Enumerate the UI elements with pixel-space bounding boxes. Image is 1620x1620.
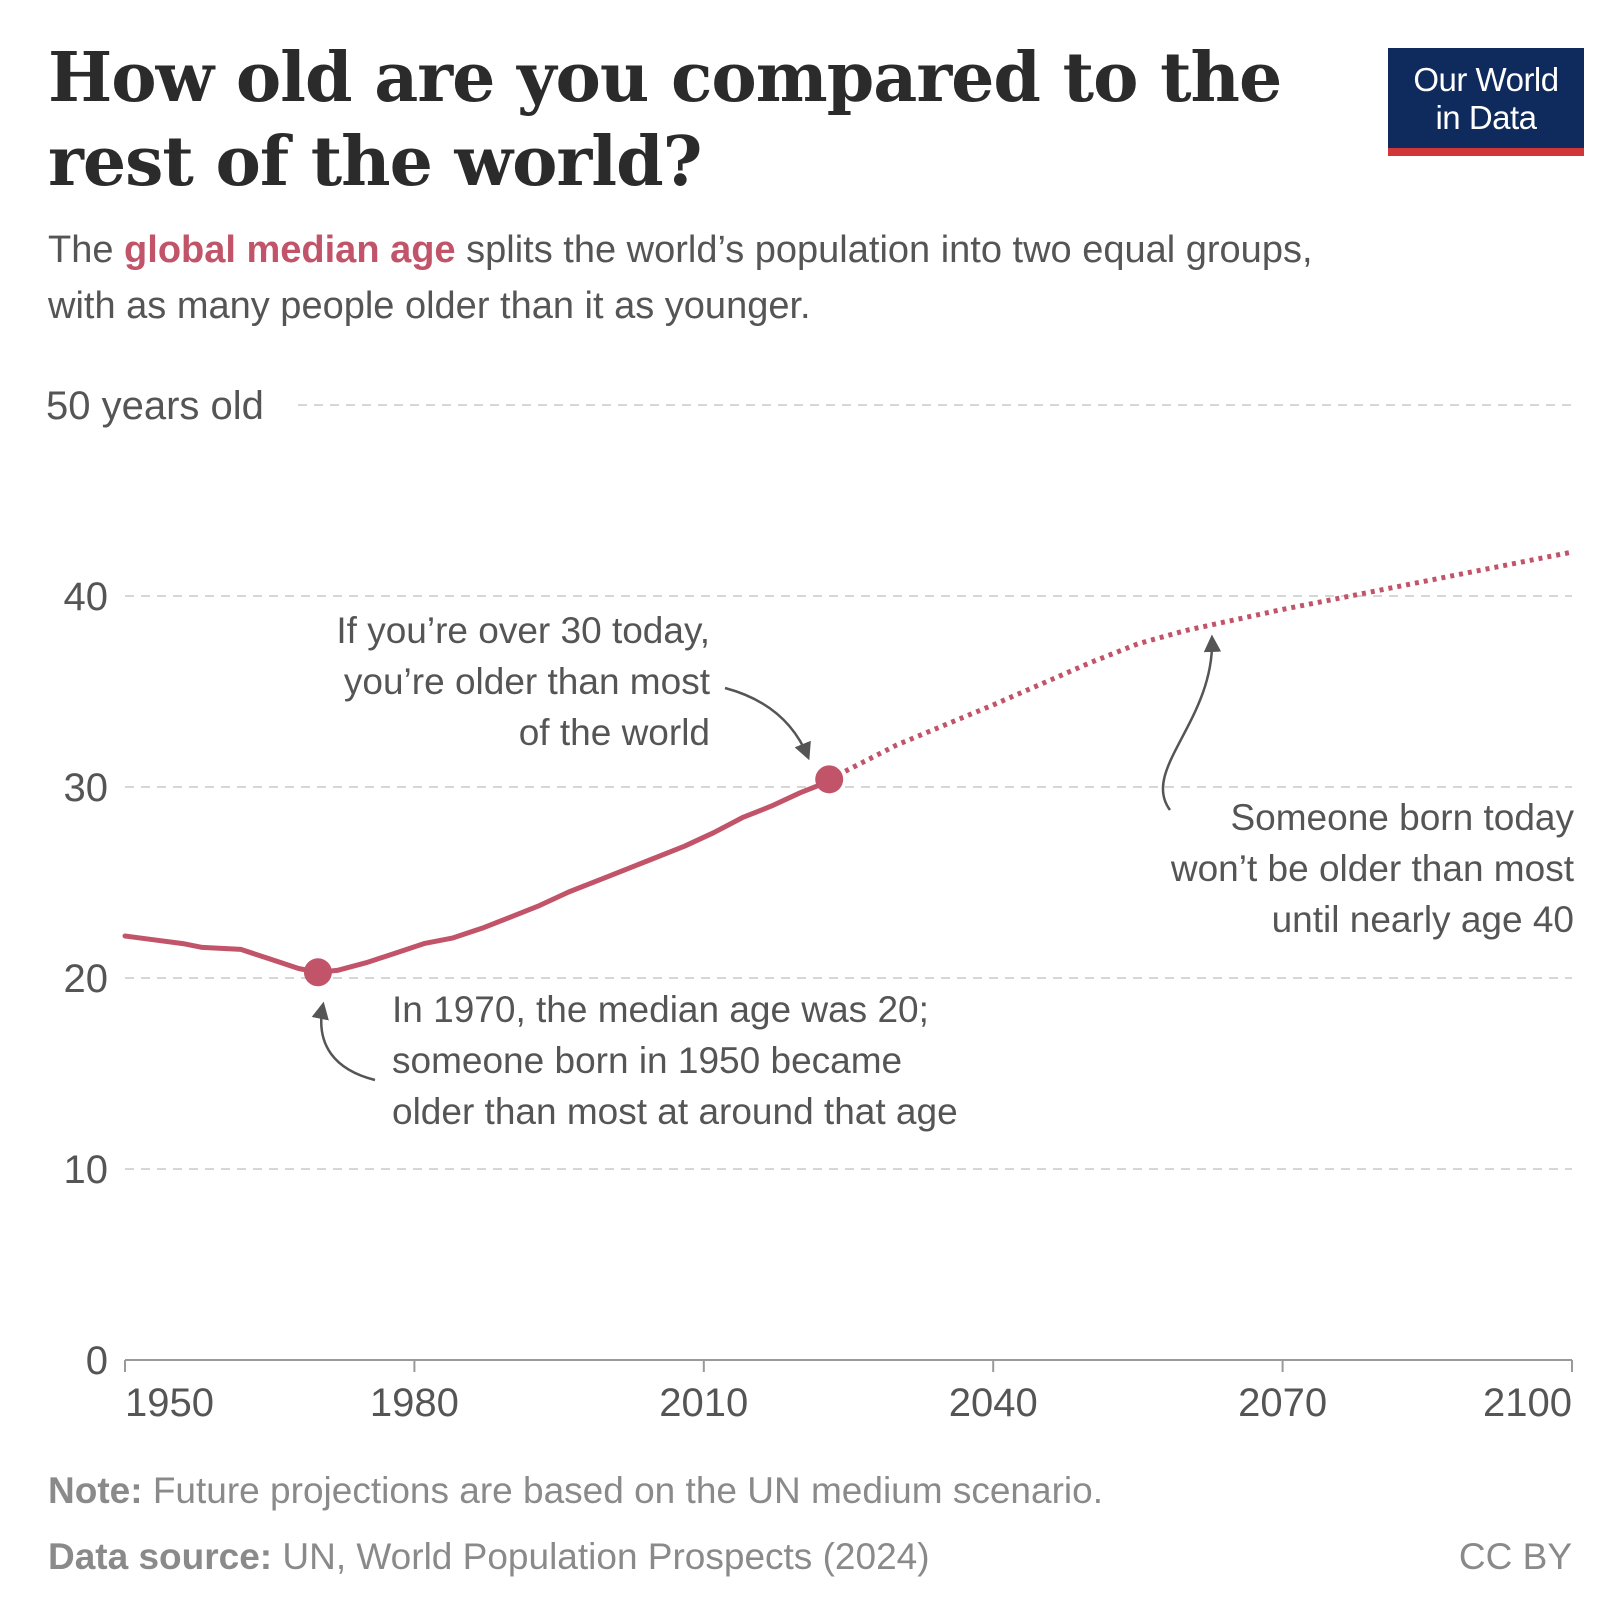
footer-note: Note: Future projections are based on th… [48,1470,1103,1512]
highlight-point-2023 [815,765,844,794]
arrow-annotation-today [724,686,811,761]
y-tick-label-0: 0 [86,1339,108,1383]
annotation-arrows [311,634,1222,1082]
arrow-annotation-1970 [311,1001,376,1082]
source-label: Data source: [48,1536,273,1577]
grid-lines [125,404,1572,1170]
series-line-solid [122,776,832,975]
annotation-over-30: If you’re over 30 today, you’re older tha… [336,610,710,753]
owid-logo[interactable]: Our World in Data [1388,48,1584,156]
annotation-1970-line-2: someone born in 1950 became [392,1040,902,1081]
x-tick-label-1980: 1980 [370,1381,459,1425]
chart-title: How old are you compared to the rest of … [48,38,1282,202]
axes: 0 10 20 30 40 50 years old 1950 1980 2010 2040 207… [46,384,1573,1425]
footer-source: Data source: UN, World Population Prospe… [48,1536,930,1578]
chart-subtitle: The global median age splits the world’s… [48,222,1348,334]
source-text: UN, World Population Prospects (2024) [272,1536,930,1577]
annotation-1970-line-1: In 1970, the median age was 20; [392,989,929,1030]
annotation-1970: In 1970, the median age was 20; someone b… [392,989,958,1132]
y-tick-label-20: 20 [64,957,109,1001]
annotation-1970-line-3: older than most at around that age [392,1091,958,1132]
subtitle-text-end: splits the world’s population into two e… [48,229,1313,327]
annotation-born-today-line-1: Someone born today [1230,797,1574,838]
license-label[interactable]: CC BY [1458,1536,1572,1577]
note-text: Future projections are based on the UN m… [142,1470,1103,1511]
annotation-over-30-line-2: you’re older than most [344,661,711,702]
x-tick-label-2100: 2100 [1483,1381,1572,1425]
annotation-born-today-line-2: won’t be older than most [1170,848,1575,889]
y-axis-label: 50 years old [46,384,264,428]
subtitle-text-start: The [48,229,125,271]
highlight-points [303,765,844,987]
annotation-over-30-line-1: If you’re over 30 today, [336,610,710,651]
x-tick-label-2040: 2040 [949,1381,1038,1425]
arrow-annotation-born-today [1161,634,1222,811]
y-tick-label-40: 40 [64,575,109,619]
note-label: Note: [48,1470,143,1511]
annotation-born-today: Someone born today won’t be older than mo… [1170,797,1575,940]
y-tick-label-30: 30 [64,766,109,810]
logo-line-2: in Data [1435,99,1537,136]
series-lines [122,549,1573,975]
x-tick-label-1950: 1950 [125,1381,214,1425]
y-tick-label-10: 10 [64,1148,109,1192]
annotation-born-today-line-3: until nearly age 40 [1272,899,1574,940]
annotation-over-30-line-3: of the world [519,712,710,753]
subtitle-highlight: global median age [124,229,456,271]
logo-line-1: Our World [1413,61,1559,98]
x-tick-label-2070: 2070 [1238,1381,1327,1425]
series-line-dotted [828,549,1573,782]
x-tick-label-2010: 2010 [659,1381,748,1425]
annotations: If you’re over 30 today, you’re older tha… [336,610,1574,1132]
highlight-point-1970 [303,958,332,987]
